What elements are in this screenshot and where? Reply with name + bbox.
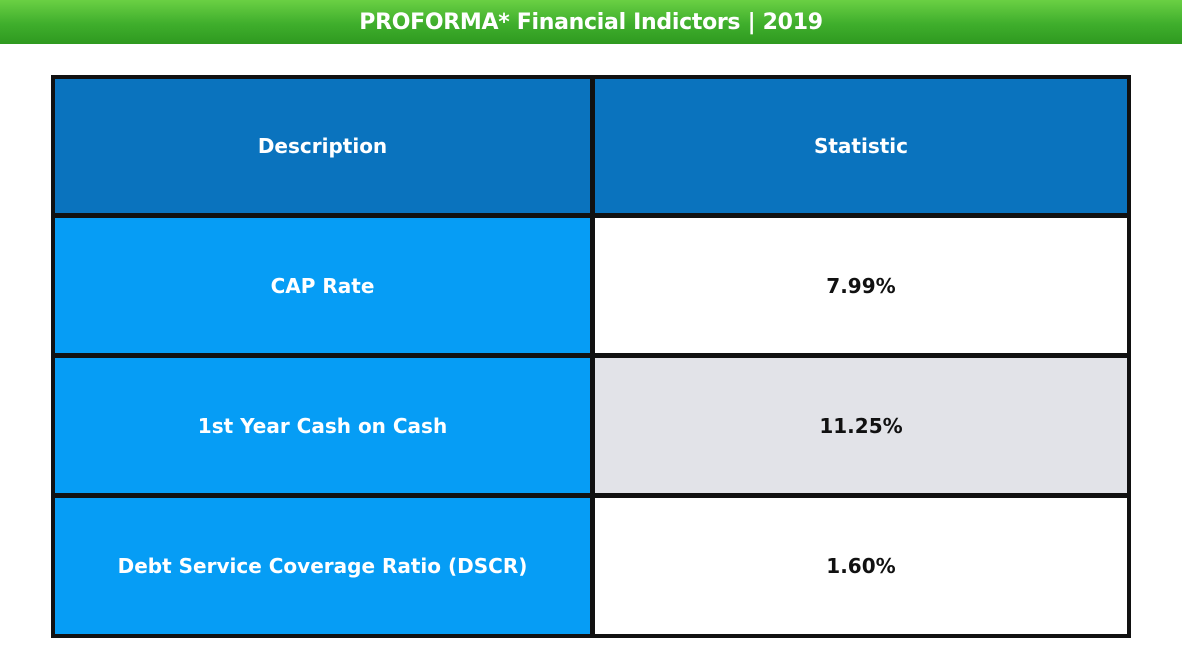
page-title: PROFORMA* Financial Indictors | 2019 (359, 9, 823, 35)
row-cash-on-cash-label: 1st Year Cash on Cash (55, 358, 590, 493)
title-banner: PROFORMA* Financial Indictors | 2019 (0, 0, 1182, 44)
header-description: Description (55, 79, 590, 213)
row-dscr-label: Debt Service Coverage Ratio (DSCR) (55, 498, 590, 634)
financial-indicators-table: Description Statistic CAP Rate 7.99% 1st… (51, 75, 1131, 638)
row-cap-rate-value: 7.99% (595, 218, 1127, 353)
header-statistic: Statistic (595, 79, 1127, 213)
row-cash-on-cash-value: 11.25% (595, 358, 1127, 493)
row-dscr-value: 1.60% (595, 498, 1127, 634)
row-cap-rate-label: CAP Rate (55, 218, 590, 353)
